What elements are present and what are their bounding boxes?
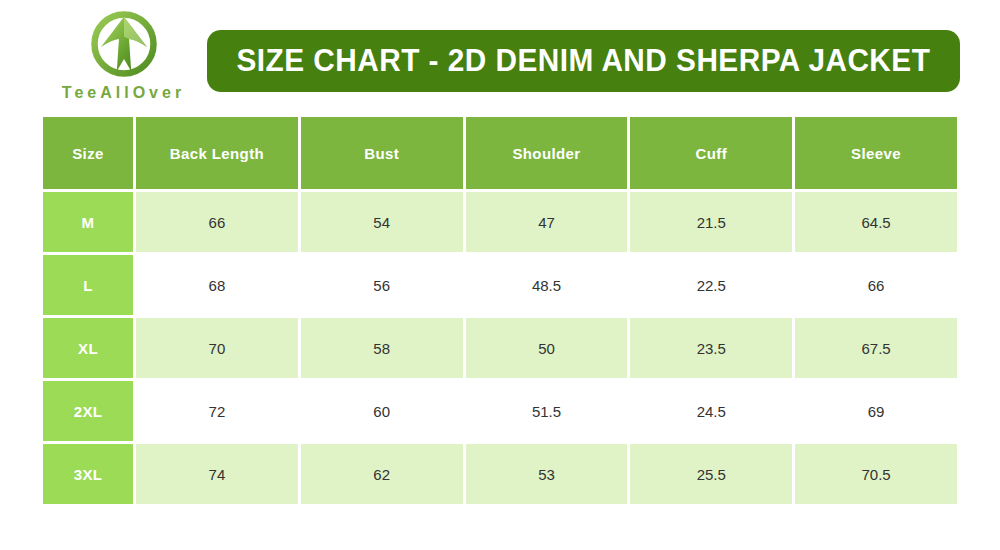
column-header-cuff: Cuff <box>630 117 792 189</box>
table-header: SizeBack LengthBustShoulderCuffSleeve <box>43 117 957 189</box>
size-label-xl: XL <box>43 318 133 378</box>
table-row-l: L685648.522.566 <box>43 255 957 315</box>
table-row-2xl: 2XL726051.524.569 <box>43 381 957 441</box>
table-body: M66544721.564.5L685648.522.566XL70585023… <box>43 192 957 504</box>
size-chart-table: SizeBack LengthBustShoulderCuffSleeve M6… <box>40 114 960 507</box>
cell-m-back-length: 66 <box>136 192 298 252</box>
cell-l-sleeve: 66 <box>795 255 957 315</box>
title-banner: SIZE CHART - 2D DENIM AND SHERPA JACKET <box>207 30 960 92</box>
cell-xl-sleeve: 67.5 <box>795 318 957 378</box>
column-header-shoulder: Shoulder <box>466 117 628 189</box>
cell-xl-shoulder: 50 <box>466 318 628 378</box>
cell-xl-bust: 58 <box>301 318 463 378</box>
page-title: SIZE CHART - 2D DENIM AND SHERPA JACKET <box>227 43 940 79</box>
cell-2xl-back-length: 72 <box>136 381 298 441</box>
arrow-tree-logo-icon <box>87 8 161 80</box>
cell-l-cuff: 22.5 <box>630 255 792 315</box>
header-row: SizeBack LengthBustShoulderCuffSleeve <box>43 117 957 189</box>
cell-2xl-cuff: 24.5 <box>630 381 792 441</box>
page: TeeAllOver SIZE CHART - 2D DENIM AND SHE… <box>0 0 1000 550</box>
column-header-sleeve: Sleeve <box>795 117 957 189</box>
cell-3xl-cuff: 25.5 <box>630 444 792 504</box>
table-row-3xl: 3XL74625325.570.5 <box>43 444 957 504</box>
cell-m-bust: 54 <box>301 192 463 252</box>
cell-3xl-shoulder: 53 <box>466 444 628 504</box>
brand-logo <box>86 8 162 80</box>
cell-3xl-sleeve: 70.5 <box>795 444 957 504</box>
cell-2xl-bust: 60 <box>301 381 463 441</box>
size-label-3xl: 3XL <box>43 444 133 504</box>
cell-3xl-bust: 62 <box>301 444 463 504</box>
size-label-l: L <box>43 255 133 315</box>
cell-2xl-shoulder: 51.5 <box>466 381 628 441</box>
cell-3xl-back-length: 74 <box>136 444 298 504</box>
column-header-size: Size <box>43 117 133 189</box>
brand-name: TeeAllOver <box>62 84 185 102</box>
top-bar: TeeAllOver SIZE CHART - 2D DENIM AND SHE… <box>0 0 1000 102</box>
size-label-2xl: 2XL <box>43 381 133 441</box>
column-header-bust: Bust <box>301 117 463 189</box>
cell-l-bust: 56 <box>301 255 463 315</box>
brand: TeeAllOver <box>40 8 207 102</box>
table-row-m: M66544721.564.5 <box>43 192 957 252</box>
cell-l-shoulder: 48.5 <box>466 255 628 315</box>
cell-xl-cuff: 23.5 <box>630 318 792 378</box>
cell-m-shoulder: 47 <box>466 192 628 252</box>
cell-2xl-sleeve: 69 <box>795 381 957 441</box>
cell-l-back-length: 68 <box>136 255 298 315</box>
size-label-m: M <box>43 192 133 252</box>
table-row-xl: XL70585023.567.5 <box>43 318 957 378</box>
cell-xl-back-length: 70 <box>136 318 298 378</box>
cell-m-sleeve: 64.5 <box>795 192 957 252</box>
column-header-back-length: Back Length <box>136 117 298 189</box>
cell-m-cuff: 21.5 <box>630 192 792 252</box>
